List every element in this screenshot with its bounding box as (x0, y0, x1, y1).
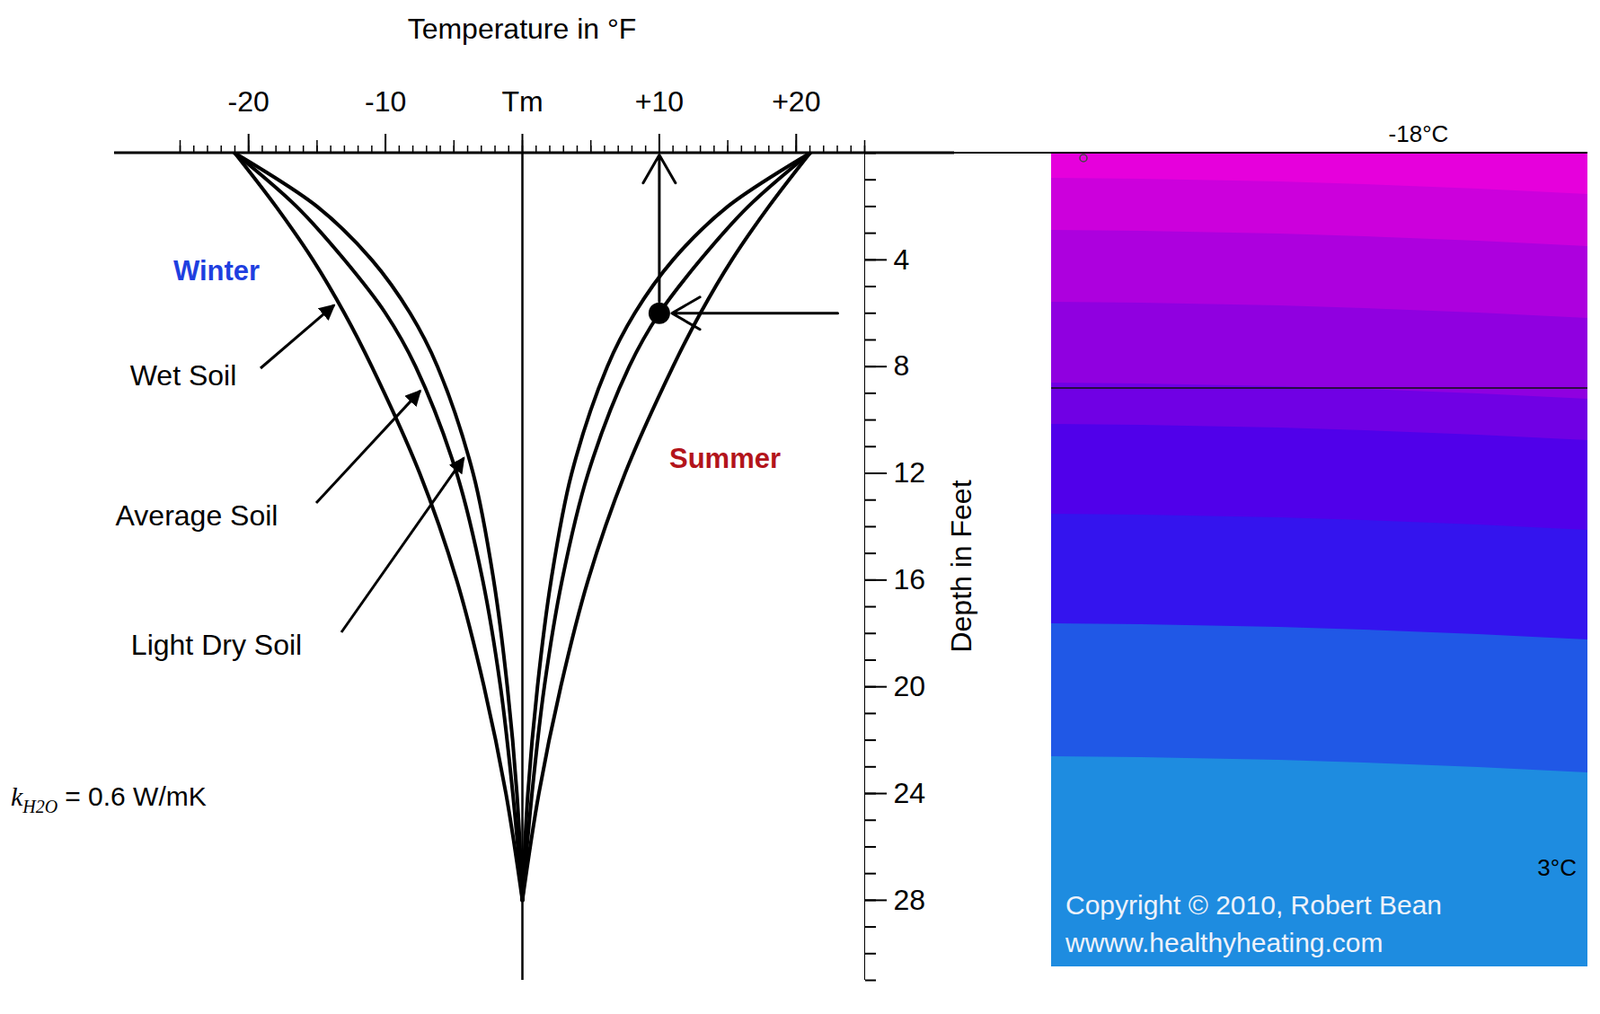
svg-text:Winter: Winter (173, 255, 260, 287)
svg-text:Tm: Tm (501, 85, 543, 118)
svg-text:+20: +20 (771, 85, 821, 118)
svg-text:Average Soil: Average Soil (115, 499, 279, 532)
svg-text:Summer: Summer (669, 442, 781, 475)
svg-text:4: 4 (893, 243, 911, 276)
svg-text:Copyright © 2010, Robert Bean: Copyright © 2010, Robert Bean (1065, 890, 1442, 920)
svg-text:Wet Soil: Wet Soil (130, 359, 238, 392)
svg-text:28: 28 (893, 883, 927, 917)
svg-text:-18°C: -18°C (1388, 120, 1450, 148)
svg-text:Temperature in °F: Temperature in °F (407, 12, 637, 45)
svg-text:-20: -20 (228, 85, 270, 118)
svg-text:Depth in Feet: Depth in Feet (945, 479, 978, 653)
svg-text:Light Dry Soil: Light Dry Soil (131, 628, 302, 662)
svg-text:kH2O= 0.6 W/mK: kH2O= 0.6 W/mK (10, 781, 207, 817)
svg-text:16: 16 (893, 563, 927, 596)
svg-text:20: 20 (893, 670, 927, 703)
svg-text:wwww.healthyheating.com: wwww.healthyheating.com (1064, 928, 1384, 958)
svg-text:8: 8 (893, 349, 911, 382)
svg-text:+10: +10 (635, 85, 684, 118)
svg-text:3°C: 3°C (1537, 854, 1577, 882)
svg-text:12: 12 (893, 456, 927, 489)
svg-text:24: 24 (893, 777, 927, 810)
svg-text:-10: -10 (364, 85, 407, 118)
